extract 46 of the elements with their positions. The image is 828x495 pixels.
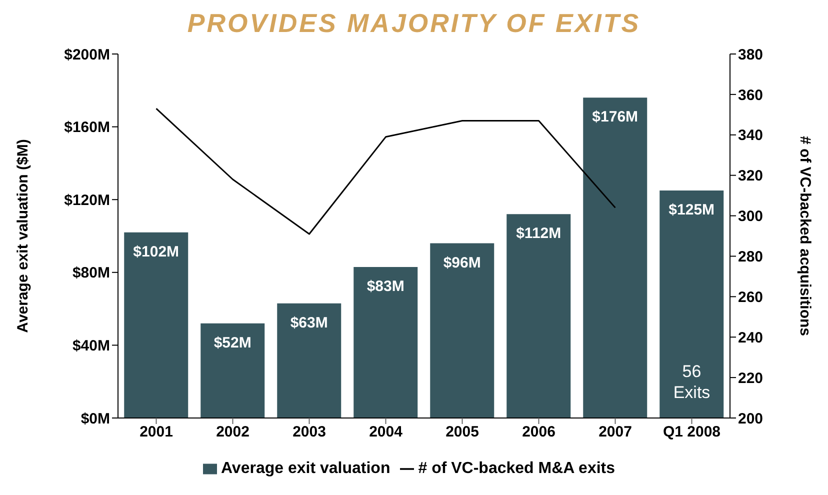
y-tick-label: $80M — [72, 264, 110, 282]
y2-tick-label: 200 — [738, 410, 764, 428]
y2-tick-label: 220 — [738, 370, 764, 387]
x-tick-label: 2006 — [522, 424, 556, 441]
y-tick-label: $120M — [64, 192, 110, 209]
y-tick-label: $0M — [80, 410, 110, 428]
data-label: $63M — [290, 314, 328, 332]
y-tick-label: $40M — [72, 338, 110, 355]
chart-title: PROVIDES MAJORITY OF EXITS — [186, 8, 642, 39]
legend-label: Average exit valuation — [220, 460, 390, 477]
x-tick-label: 2003 — [292, 424, 326, 441]
y2-tick-label: 280 — [738, 248, 764, 266]
y-tick-label: $160M — [64, 119, 110, 136]
x-tick-label: 2004 — [369, 424, 404, 441]
x-tick-label: 2001 — [140, 424, 173, 441]
bar — [583, 98, 648, 418]
y2-tick-label: 360 — [738, 86, 764, 104]
data-label: $176M — [592, 108, 638, 126]
x-tick-label: 2002 — [216, 424, 250, 441]
legend-label: # of VC-backed M&A exits — [418, 460, 616, 477]
y2-axis-title: # of VC-backed acquisitions — [796, 136, 814, 336]
bar — [660, 190, 724, 418]
x-tick-label: Q1 2008 — [662, 424, 721, 441]
y2-tick-label: 300 — [738, 208, 764, 226]
x-tick-label: 2007 — [598, 424, 632, 441]
bar — [124, 232, 188, 418]
data-label: $112M — [516, 225, 562, 242]
data-label: $52M — [214, 334, 252, 352]
data-label: $83M — [366, 278, 404, 295]
data-label: $125M — [668, 202, 715, 218]
y2-tick-label: 260 — [738, 288, 764, 306]
y2-tick-label: 380 — [738, 46, 764, 64]
bar — [506, 214, 571, 418]
y2-tick-label: 340 — [738, 127, 764, 144]
x-tick-label: 2005 — [446, 424, 479, 441]
annotation: 56 Exits — [673, 362, 710, 402]
bar — [354, 266, 418, 418]
y2-tick-label: 240 — [738, 329, 764, 346]
bar — [430, 243, 494, 418]
bar — [277, 303, 342, 418]
y-axis-title: Average exit valuation ($M) — [14, 139, 32, 333]
y2-tick-label: 320 — [738, 168, 764, 185]
data-label: $102M — [133, 243, 180, 260]
bar — [200, 323, 265, 418]
y-tick-label: $200M — [64, 46, 110, 64]
data-label: $96M — [443, 254, 481, 272]
